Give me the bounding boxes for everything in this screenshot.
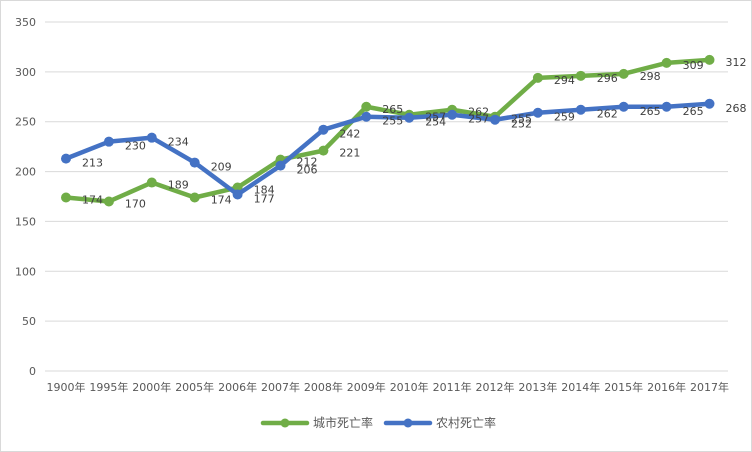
data-label: 257	[425, 111, 446, 124]
data-label: 189	[168, 179, 189, 192]
data-label: 177	[254, 193, 275, 206]
data-point	[575, 104, 586, 115]
data-point	[146, 177, 157, 188]
x-tick-label: 1995年	[89, 380, 128, 394]
data-point	[661, 57, 672, 68]
data-point	[661, 101, 672, 112]
legend-swatch-marker	[403, 418, 413, 428]
data-label: 174	[211, 193, 232, 206]
data-point	[189, 157, 200, 168]
series-line-rural	[63, 101, 712, 197]
data-point	[318, 124, 329, 135]
legend-swatch-marker	[280, 418, 290, 428]
y-tick-label: 350	[15, 16, 36, 29]
data-point	[146, 132, 157, 143]
data-label: 174	[82, 193, 103, 206]
data-label: 221	[339, 147, 360, 160]
data-label: 265	[640, 105, 661, 118]
x-tick-label: 2000年	[132, 380, 171, 394]
x-tick-label: 2014年	[561, 380, 600, 394]
data-point	[490, 114, 500, 125]
legend-label: 城市死亡率	[313, 415, 373, 430]
data-point	[618, 68, 629, 79]
data-label: 209	[211, 161, 232, 174]
data-label: 170	[125, 197, 146, 210]
y-tick-label: 50	[22, 315, 36, 328]
y-tick-label: 150	[15, 215, 36, 228]
data-point	[532, 107, 543, 118]
data-point	[103, 196, 114, 207]
x-tick-label: 1900年	[47, 380, 86, 394]
data-label: 212	[297, 156, 318, 169]
x-tick-label: 2010年	[390, 380, 429, 394]
y-tick-label: 0	[29, 365, 36, 378]
data-point	[361, 101, 372, 112]
data-point	[404, 112, 415, 123]
data-point	[447, 109, 458, 120]
data-label: 309	[683, 59, 704, 72]
data-label: 184	[254, 184, 275, 197]
x-tick-label: 2013年	[518, 380, 557, 394]
gridlines	[45, 21, 728, 372]
y-tick-label: 250	[15, 116, 36, 129]
data-label: 298	[640, 70, 661, 83]
x-tick-label: 2016年	[647, 380, 686, 394]
axes: 0 50 100 150 200 250 300 350 1900年 1995年 2000年 2005…	[15, 16, 729, 394]
data-label: 262	[597, 108, 618, 121]
data-label: 262	[468, 106, 489, 119]
data-label: 259	[554, 111, 575, 124]
y-tick-label: 300	[15, 66, 36, 79]
data-point	[275, 160, 286, 171]
data-label: 234	[168, 136, 189, 149]
legend-label: 农村死亡率	[436, 415, 496, 430]
data-point	[361, 111, 372, 122]
data-point	[318, 145, 329, 156]
data-label: 252	[511, 118, 532, 131]
series-line-urban	[63, 57, 712, 204]
x-tick-label: 2009年	[347, 380, 386, 394]
x-tick-label: 2017年	[690, 380, 729, 394]
x-tick-label: 2007年	[261, 380, 300, 394]
data-label: 213	[82, 157, 103, 170]
data-label: 206	[297, 164, 318, 177]
data-label: 254	[425, 116, 446, 129]
data-label: 230	[125, 140, 146, 153]
legend-item: 城市死亡率	[260, 415, 373, 430]
data-label: 268	[726, 102, 747, 115]
data-label: 294	[554, 74, 575, 87]
data-label: 257	[468, 113, 489, 126]
x-tick-label: 2005年	[175, 380, 214, 394]
x-tick-label: 2011年	[433, 380, 472, 394]
data-label: 255	[511, 113, 532, 126]
x-tick-label: 2015年	[604, 380, 643, 394]
y-tick-label: 100	[15, 265, 36, 278]
data-label: 255	[382, 115, 403, 128]
data-point	[618, 101, 629, 112]
x-tick-label: 2012年	[476, 380, 515, 394]
data-point	[61, 192, 71, 203]
data-point	[575, 70, 586, 81]
data-label: 296	[597, 72, 618, 85]
y-tick-label: 200	[15, 166, 36, 179]
x-tick-label: 2008年	[304, 380, 343, 394]
data-point	[704, 54, 715, 65]
data-label: 242	[339, 128, 360, 141]
data-label: 312	[726, 56, 747, 69]
data-point	[532, 72, 543, 83]
data-point	[704, 98, 715, 109]
data-label: 265	[382, 103, 403, 116]
data-point	[61, 153, 71, 164]
series-lines	[61, 54, 715, 207]
legend-item: 农村死亡率	[383, 415, 496, 430]
legend: 城市死亡率 农村死亡率	[260, 415, 496, 430]
x-tick-label: 2006年	[218, 380, 257, 394]
data-point	[103, 136, 114, 147]
data-label: 265	[683, 105, 704, 118]
data-point	[232, 189, 243, 200]
data-point	[189, 192, 200, 203]
